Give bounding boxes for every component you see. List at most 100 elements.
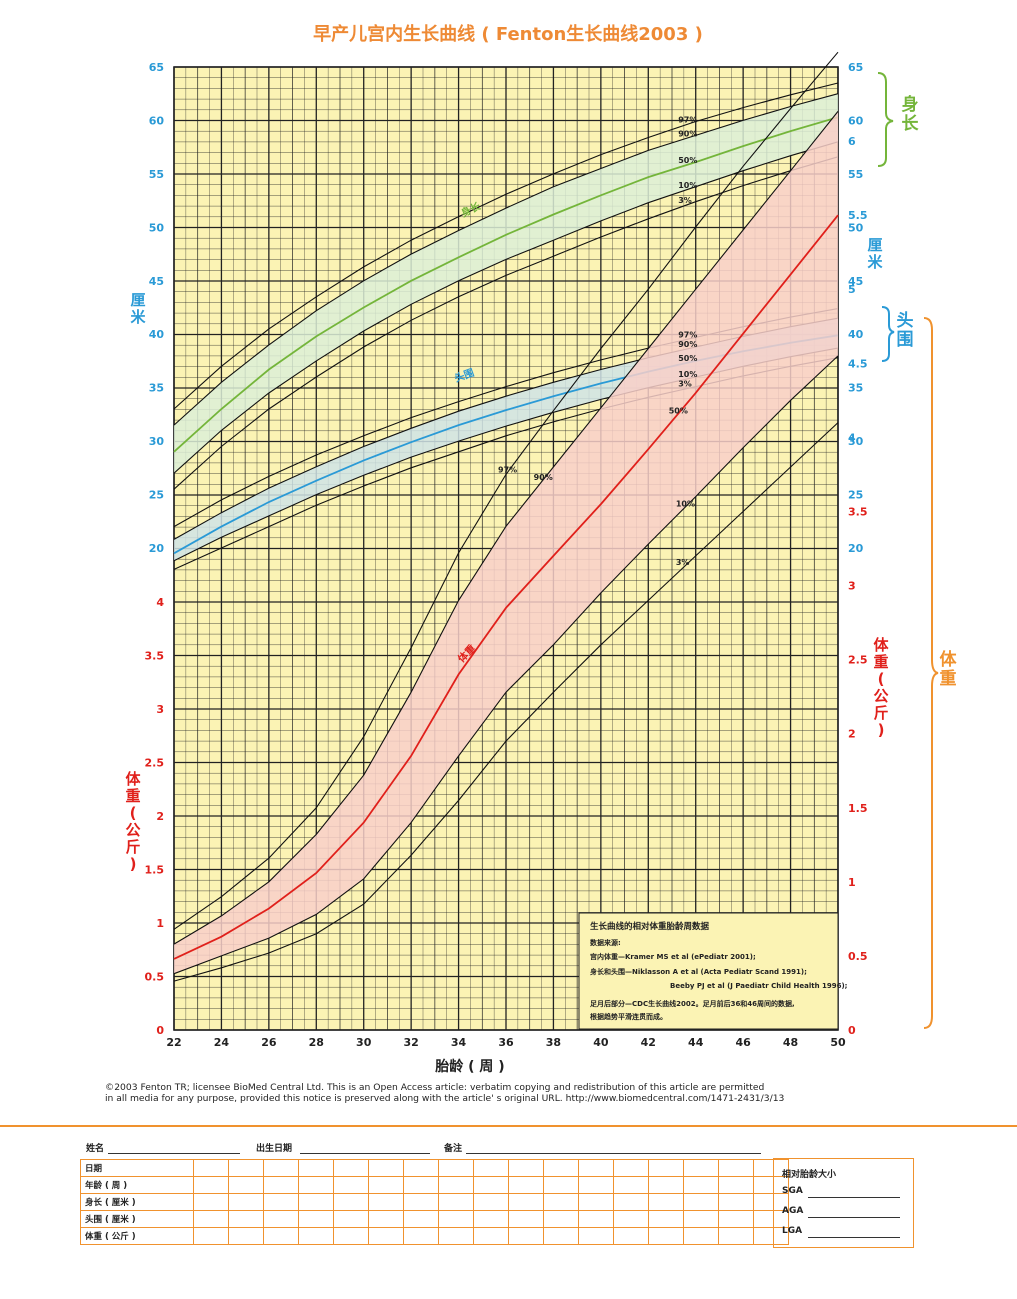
measurement-cell[interactable]: [333, 1193, 369, 1211]
measurement-cell[interactable]: [718, 1193, 754, 1211]
measurement-cell[interactable]: [298, 1210, 334, 1228]
measurement-cell[interactable]: [683, 1193, 719, 1211]
measurement-cell[interactable]: [403, 1193, 439, 1211]
measurement-cell[interactable]: [718, 1176, 754, 1194]
measurement-cell[interactable]: [368, 1159, 404, 1177]
measurement-cell[interactable]: [648, 1176, 684, 1194]
measurement-cell[interactable]: [753, 1227, 789, 1245]
measurement-cell[interactable]: [333, 1210, 369, 1228]
measurement-cell[interactable]: [473, 1227, 509, 1245]
measurement-cell[interactable]: [263, 1159, 299, 1177]
measurement-cell[interactable]: [403, 1210, 439, 1228]
gestational-size-box: 相对胎龄大小 SGA AGA LGA: [773, 1158, 914, 1248]
measurement-cell[interactable]: [263, 1176, 299, 1194]
measurement-cell[interactable]: [718, 1227, 754, 1245]
measurement-cell[interactable]: [683, 1159, 719, 1177]
measurement-cell[interactable]: [543, 1159, 579, 1177]
measurement-cell[interactable]: [508, 1227, 544, 1245]
measurement-cell[interactable]: [543, 1176, 579, 1194]
lga-label: LGA: [782, 1226, 803, 1236]
right-kg-unit: 斤: [873, 704, 888, 722]
name-field[interactable]: [108, 1153, 240, 1154]
measurement-cell[interactable]: [368, 1227, 404, 1245]
left-kg-tick: 0: [156, 1024, 164, 1037]
right-kg-tick: 3: [848, 580, 856, 593]
measurement-cell[interactable]: [228, 1176, 264, 1194]
measurement-cell[interactable]: [473, 1193, 509, 1211]
measurement-cell[interactable]: [508, 1210, 544, 1228]
measurement-cell[interactable]: [508, 1176, 544, 1194]
left-cm-tick: 55: [149, 168, 164, 181]
measurement-cell[interactable]: [543, 1193, 579, 1211]
measurement-cell[interactable]: [438, 1159, 474, 1177]
measurement-cell[interactable]: [683, 1176, 719, 1194]
measurement-cell[interactable]: [228, 1193, 264, 1211]
measurement-table: 日期 年龄 ( 周 ) 身长 ( 厘米 ) 头围 ( 厘米 ) 体重 ( 公斤 ): [80, 1159, 789, 1245]
measurement-cell[interactable]: [298, 1193, 334, 1211]
measurement-cell[interactable]: [228, 1159, 264, 1177]
measurement-row-label: 身长 ( 厘米 ): [80, 1193, 194, 1211]
measurement-cell[interactable]: [613, 1227, 649, 1245]
measurement-cell[interactable]: [193, 1159, 229, 1177]
measurement-cell[interactable]: [298, 1159, 334, 1177]
measurement-cell[interactable]: [578, 1159, 614, 1177]
measurement-cell[interactable]: [683, 1210, 719, 1228]
x-tick-label: 36: [498, 1036, 514, 1049]
measurement-cell[interactable]: [263, 1210, 299, 1228]
measurement-cell[interactable]: [718, 1159, 754, 1177]
measurement-cell[interactable]: [193, 1227, 229, 1245]
measurement-cell[interactable]: [473, 1210, 509, 1228]
measurement-cell[interactable]: [578, 1227, 614, 1245]
sga-field[interactable]: [808, 1197, 900, 1198]
measurement-cell[interactable]: [473, 1176, 509, 1194]
right-kg-unit: (: [878, 670, 885, 688]
measurement-cell[interactable]: [298, 1176, 334, 1194]
measurement-cell[interactable]: [648, 1210, 684, 1228]
measurement-cell[interactable]: [438, 1210, 474, 1228]
measurement-cell[interactable]: [648, 1227, 684, 1245]
measurement-cell[interactable]: [228, 1227, 264, 1245]
measurement-cell[interactable]: [578, 1193, 614, 1211]
length-pct-label: 97%: [678, 116, 697, 125]
measurement-cell[interactable]: [543, 1210, 579, 1228]
measurement-cell[interactable]: [228, 1210, 264, 1228]
measurement-cell[interactable]: [718, 1210, 754, 1228]
measurement-cell[interactable]: [648, 1159, 684, 1177]
measurement-cell[interactable]: [473, 1159, 509, 1177]
measurement-cell[interactable]: [508, 1193, 544, 1211]
measurement-cell[interactable]: [193, 1193, 229, 1211]
measurement-cell[interactable]: [403, 1227, 439, 1245]
measurement-cell[interactable]: [333, 1159, 369, 1177]
measurement-cell[interactable]: [683, 1227, 719, 1245]
notes-field[interactable]: [466, 1153, 761, 1154]
dob-field[interactable]: [300, 1153, 430, 1154]
measurement-cell[interactable]: [648, 1193, 684, 1211]
head-pct-label: 3%: [678, 380, 692, 389]
measurement-cell[interactable]: [368, 1176, 404, 1194]
measurement-cell[interactable]: [613, 1193, 649, 1211]
measurement-cell[interactable]: [438, 1176, 474, 1194]
measurement-cell[interactable]: [613, 1176, 649, 1194]
measurement-cell[interactable]: [333, 1176, 369, 1194]
measurement-cell[interactable]: [368, 1210, 404, 1228]
measurement-cell[interactable]: [543, 1227, 579, 1245]
measurement-cell[interactable]: [403, 1176, 439, 1194]
measurement-cell[interactable]: [193, 1176, 229, 1194]
measurement-cell[interactable]: [508, 1159, 544, 1177]
lga-field[interactable]: [808, 1237, 900, 1238]
measurement-cell[interactable]: [438, 1227, 474, 1245]
measurement-cell[interactable]: [403, 1159, 439, 1177]
measurement-cell[interactable]: [578, 1210, 614, 1228]
right-kg-tick: 0: [848, 1024, 856, 1037]
measurement-cell[interactable]: [368, 1193, 404, 1211]
measurement-cell[interactable]: [613, 1210, 649, 1228]
measurement-cell[interactable]: [298, 1227, 334, 1245]
measurement-cell[interactable]: [438, 1193, 474, 1211]
measurement-cell[interactable]: [613, 1159, 649, 1177]
measurement-cell[interactable]: [193, 1210, 229, 1228]
measurement-cell[interactable]: [578, 1176, 614, 1194]
aga-field[interactable]: [808, 1217, 900, 1218]
measurement-cell[interactable]: [263, 1193, 299, 1211]
measurement-cell[interactable]: [263, 1227, 299, 1245]
measurement-cell[interactable]: [333, 1227, 369, 1245]
